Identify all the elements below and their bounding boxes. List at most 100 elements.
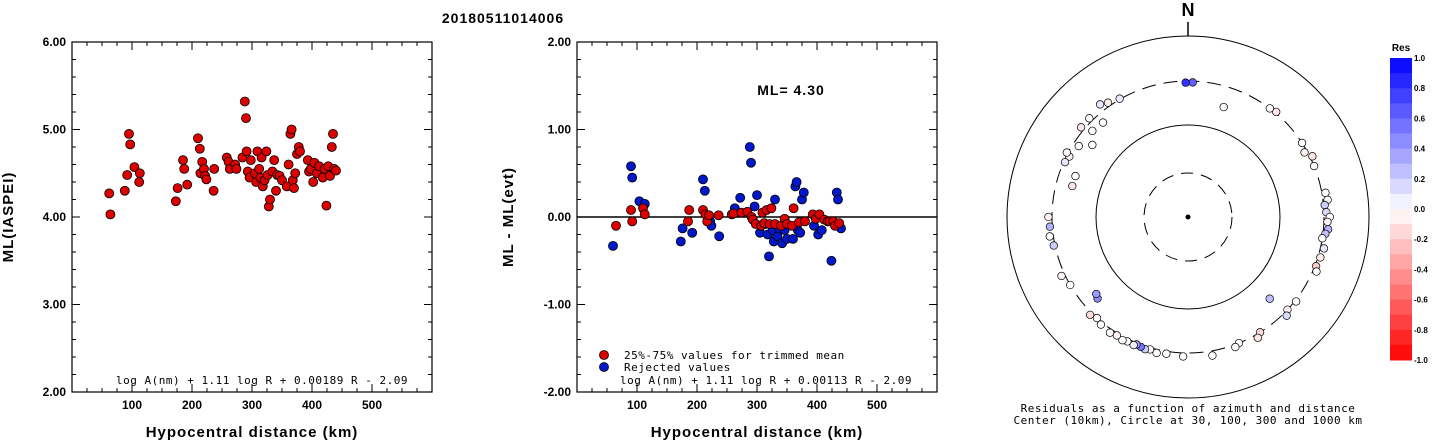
colorbar-cell xyxy=(1390,329,1412,346)
colorbar-cell xyxy=(1390,314,1412,331)
data-point xyxy=(193,133,203,144)
axis-ticks: 2.00 3.00 4.00 5.00 6.00 100 200 300 400 500 xyxy=(43,35,433,412)
colorbar-tick-label: 0.4 xyxy=(1414,145,1426,154)
accepted-point xyxy=(834,218,845,229)
station-marker xyxy=(1045,232,1054,241)
station-marker xyxy=(1178,352,1188,361)
station-marker xyxy=(1088,140,1097,150)
y-axis-label: ML - ML(evt) xyxy=(500,167,517,267)
data-point xyxy=(271,185,281,196)
station-marker xyxy=(1095,100,1105,109)
colorbar-tick-label: -1.0 xyxy=(1414,356,1428,365)
colorbar-tick-label: 0.6 xyxy=(1414,114,1426,123)
data-point xyxy=(179,163,190,174)
rejected-point xyxy=(627,172,638,183)
colorbar-cell xyxy=(1390,103,1412,119)
rejected-point xyxy=(746,157,756,168)
data-point xyxy=(321,200,332,211)
legend-label-accepted: 25%-75% values for trimmed mean xyxy=(624,349,845,362)
station-marker xyxy=(1231,342,1240,352)
rejected-point xyxy=(626,161,636,172)
data-point xyxy=(124,128,134,139)
x-axis-label: Hypocentral distance (km) xyxy=(651,424,864,441)
data-point xyxy=(295,146,305,157)
station-marker xyxy=(1152,348,1161,358)
ml-annotation: ML= 4.30 xyxy=(757,82,825,98)
y-tick-label: 0.00 xyxy=(548,210,572,224)
station-marker xyxy=(1318,234,1327,243)
data-point xyxy=(328,128,338,139)
data-point xyxy=(241,113,251,124)
accepted-point xyxy=(713,210,724,221)
accepted-point xyxy=(684,205,695,215)
y-tick-label: 3.00 xyxy=(43,298,67,312)
colorbar-tick-label: -0.6 xyxy=(1414,296,1428,305)
accepted-point xyxy=(800,216,810,227)
data-point xyxy=(245,155,256,166)
station-marker xyxy=(1068,181,1077,191)
data-point xyxy=(286,124,297,135)
y-tick-label: 2.00 xyxy=(43,385,67,399)
station-marker xyxy=(1208,351,1217,360)
rejected-point xyxy=(677,223,688,234)
station-marker xyxy=(1071,171,1080,181)
rejected-point xyxy=(833,194,843,205)
accepted-point xyxy=(627,216,638,227)
station-markers xyxy=(1044,78,1334,361)
rejected-point xyxy=(826,255,837,266)
x-tick-label: 300 xyxy=(747,398,767,412)
rejected-point xyxy=(749,201,760,212)
x-axis-label: Hypocentral distance (km) xyxy=(146,424,359,441)
data-point xyxy=(134,177,145,187)
data-point xyxy=(208,185,219,196)
colorbar-tick-label: -0.2 xyxy=(1414,235,1428,244)
station-marker xyxy=(1049,241,1058,250)
panel-polar-residuals: N Residuals as a function of azimuth and… xyxy=(1006,0,1370,427)
x-tick-label: 500 xyxy=(362,398,382,412)
accepted-point xyxy=(639,209,650,220)
colorbar-cell xyxy=(1390,58,1412,74)
colorbar-tick-label: -0.4 xyxy=(1414,265,1428,274)
station-marker xyxy=(1323,217,1332,227)
colorbar-cell xyxy=(1390,209,1412,225)
station-marker xyxy=(1219,102,1228,112)
data-point xyxy=(104,188,115,199)
data-point xyxy=(201,174,212,185)
station-marker xyxy=(1118,336,1127,345)
colorbar-cell xyxy=(1390,193,1412,210)
rejected-point xyxy=(798,187,809,198)
station-marker xyxy=(1282,311,1291,320)
legend-label-rejected: Rejected values xyxy=(624,361,731,374)
panel-ml-iaspei: 2.00 3.00 4.00 5.00 6.00 100 200 300 400 500 ML(I… xyxy=(0,35,433,441)
colorbar-cell xyxy=(1390,269,1412,285)
plot-frame xyxy=(71,41,433,393)
data-point xyxy=(283,159,294,170)
colorbar-cell xyxy=(1390,73,1412,89)
y-tick-label: -1.00 xyxy=(544,298,572,312)
x-tick-label: 500 xyxy=(867,398,887,412)
station-marker xyxy=(1044,212,1053,222)
station-marker xyxy=(1316,253,1325,262)
rejected-point xyxy=(608,240,618,251)
station-marker xyxy=(1115,94,1124,103)
y-axis-label: ML(IASPEI) xyxy=(0,172,17,263)
figure-title: 20180511014006 xyxy=(442,10,564,26)
station-marker xyxy=(1321,188,1330,197)
rejected-point xyxy=(735,192,746,203)
rejected-point xyxy=(698,174,708,185)
x-tick-label: 200 xyxy=(687,398,707,412)
rejected-point xyxy=(752,190,762,201)
accepted-point xyxy=(788,203,799,214)
station-marker xyxy=(1057,271,1066,281)
x-tick-label: 200 xyxy=(182,398,202,412)
data-point xyxy=(239,96,250,107)
station-marker xyxy=(1060,158,1070,167)
data-point xyxy=(209,163,220,174)
accepted-point xyxy=(626,205,636,215)
circle-30km xyxy=(1143,172,1233,262)
x-tick-label: 400 xyxy=(807,398,827,412)
data-point xyxy=(129,162,140,173)
circle-1000km xyxy=(1006,35,1370,399)
x-tick-label: 400 xyxy=(302,398,322,412)
